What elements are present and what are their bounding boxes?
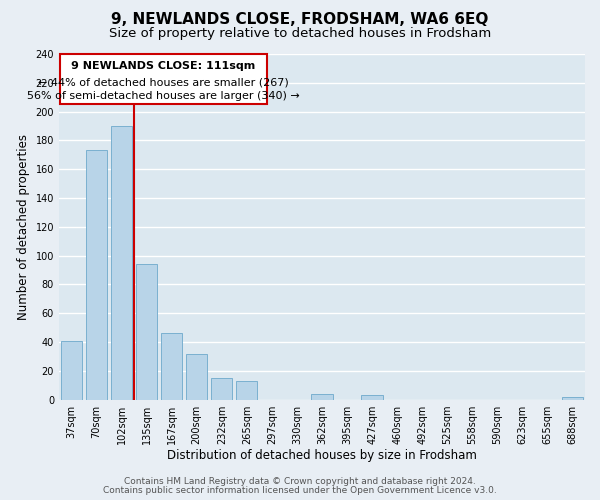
X-axis label: Distribution of detached houses by size in Frodsham: Distribution of detached houses by size … — [167, 450, 477, 462]
Text: Contains HM Land Registry data © Crown copyright and database right 2024.: Contains HM Land Registry data © Crown c… — [124, 477, 476, 486]
Y-axis label: Number of detached properties: Number of detached properties — [17, 134, 30, 320]
Bar — [361, 396, 383, 400]
Bar — [236, 381, 257, 400]
Bar — [111, 126, 132, 400]
Bar — [161, 334, 182, 400]
Text: 9 NEWLANDS CLOSE: 111sqm: 9 NEWLANDS CLOSE: 111sqm — [71, 61, 256, 71]
Text: 9, NEWLANDS CLOSE, FRODSHAM, WA6 6EQ: 9, NEWLANDS CLOSE, FRODSHAM, WA6 6EQ — [112, 12, 488, 28]
Text: Contains public sector information licensed under the Open Government Licence v3: Contains public sector information licen… — [103, 486, 497, 495]
Bar — [86, 150, 107, 400]
Bar — [211, 378, 232, 400]
Bar — [61, 340, 82, 400]
Bar — [136, 264, 157, 400]
Bar — [186, 354, 208, 400]
Text: 56% of semi-detached houses are larger (340) →: 56% of semi-detached houses are larger (… — [27, 92, 300, 102]
Bar — [311, 394, 332, 400]
Text: ← 44% of detached houses are smaller (267): ← 44% of detached houses are smaller (26… — [38, 77, 289, 87]
Text: Size of property relative to detached houses in Frodsham: Size of property relative to detached ho… — [109, 28, 491, 40]
Bar — [60, 54, 267, 104]
Bar — [562, 396, 583, 400]
